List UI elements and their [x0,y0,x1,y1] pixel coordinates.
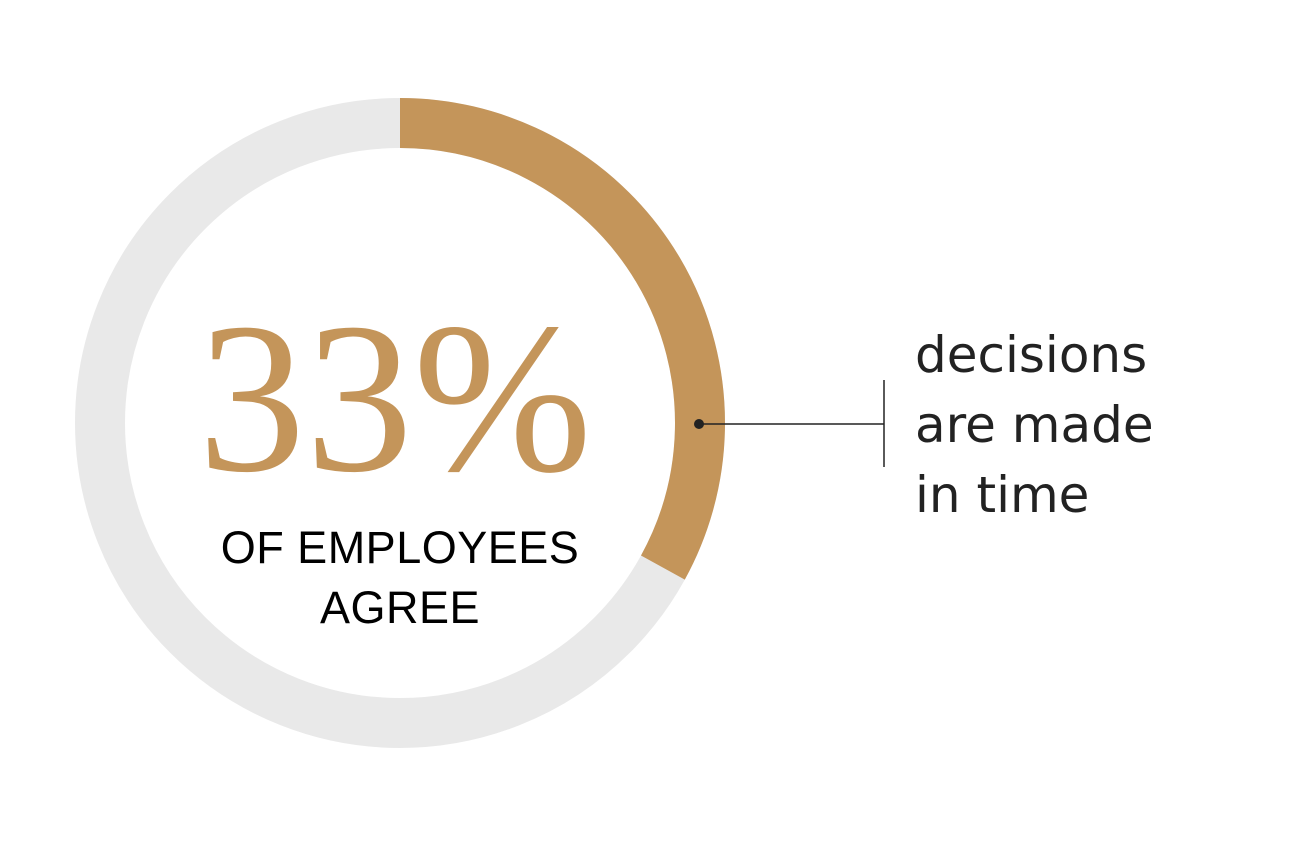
subtitle: OF EMPLOYEES AGREE [220,522,580,633]
value-label: 33% [198,278,592,517]
connector-dot [694,419,704,429]
donut-segment [399,98,725,580]
annotation: decisions are made in time [915,326,1154,524]
